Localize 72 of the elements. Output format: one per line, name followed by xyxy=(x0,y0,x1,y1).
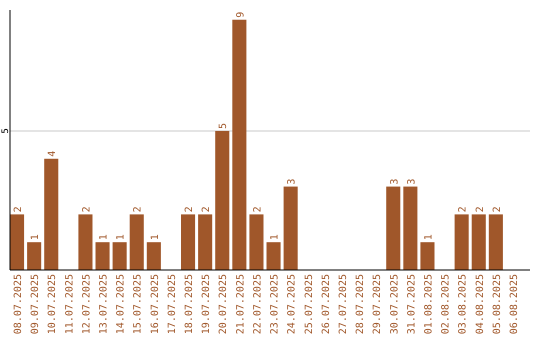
data-label: 9 xyxy=(235,12,246,18)
data-label: 2 xyxy=(132,206,144,212)
data-label: 1 xyxy=(30,234,42,240)
bar xyxy=(472,214,486,270)
data-label: 2 xyxy=(252,206,264,212)
data-label: 1 xyxy=(150,234,161,240)
x-tick-label: 20.07.2025 xyxy=(218,274,230,334)
x-tick-label: 15.07.2025 xyxy=(132,274,144,334)
data-label: 2 xyxy=(184,206,196,212)
bar xyxy=(198,214,212,270)
data-label: 1 xyxy=(423,234,434,240)
bar xyxy=(146,242,161,270)
x-tick-label: 28.07.2025 xyxy=(355,274,366,334)
data-label: 2 xyxy=(201,206,212,212)
x-tick-label: 01.08.2025 xyxy=(423,274,434,334)
x-tick-label: 30.07.2025 xyxy=(389,274,400,334)
x-tick-label: 13.07.2025 xyxy=(98,274,110,334)
x-tick-label: 24.07.2025 xyxy=(286,274,298,334)
x-tick-label: 11.07.2025 xyxy=(64,274,76,334)
data-label: 3 xyxy=(389,178,400,185)
bar xyxy=(112,242,127,270)
bar xyxy=(232,20,246,270)
bar xyxy=(130,214,144,270)
x-tick-label: 22.07.2025 xyxy=(252,274,264,334)
x-tick-label: 05.08.2025 xyxy=(492,274,503,334)
data-label: 4 xyxy=(47,150,58,157)
bar xyxy=(78,214,92,270)
x-tick-label: 09.07.2025 xyxy=(30,274,42,334)
x-tick-label: 08.07.2025 xyxy=(13,274,24,334)
x-tick-label: 31.07.2025 xyxy=(406,274,418,334)
data-label: 2 xyxy=(13,206,24,212)
x-tick-label: 14.07.2025 xyxy=(116,274,127,334)
data-label: 2 xyxy=(458,206,469,212)
bar xyxy=(27,242,42,270)
x-tick-label: 10.07.2025 xyxy=(47,274,58,334)
x-tick-label: 12.07.2025 xyxy=(81,274,92,334)
x-tick-label: 27.07.2025 xyxy=(338,274,349,334)
data-label: 1 xyxy=(98,234,110,240)
x-tick-label: 16.07.2025 xyxy=(150,274,161,334)
x-tick-label: 02.08.2025 xyxy=(440,274,452,334)
bar xyxy=(249,214,264,270)
x-tick-label: 21.07.2025 xyxy=(235,274,246,334)
bar xyxy=(386,186,400,270)
data-label: 2 xyxy=(474,206,486,212)
bar xyxy=(284,186,298,270)
x-tick-label: 19.07.2025 xyxy=(201,274,212,334)
x-tick-label: 23.07.2025 xyxy=(270,274,281,334)
data-label: 5 xyxy=(218,122,230,129)
x-tick-label: 18.07.2025 xyxy=(184,274,196,334)
bar xyxy=(420,242,434,270)
data-label: 1 xyxy=(270,234,281,240)
x-tick-label: 04.08.2025 xyxy=(474,274,486,334)
data-label: 1 xyxy=(116,234,127,240)
bar xyxy=(454,214,469,270)
x-tick-label: 26.07.2025 xyxy=(320,274,332,334)
x-tick-label: 17.07.2025 xyxy=(166,274,178,334)
bar xyxy=(266,242,281,270)
bar xyxy=(96,242,110,270)
x-tick-label: 06.08.2025 xyxy=(508,274,520,334)
data-label: 3 xyxy=(286,178,298,185)
data-label: 2 xyxy=(492,206,503,212)
data-label: 3 xyxy=(406,178,418,185)
bar xyxy=(181,214,196,270)
bar xyxy=(403,186,418,270)
bar xyxy=(488,214,503,270)
x-tick-label: 03.08.2025 xyxy=(458,274,469,334)
bar xyxy=(215,130,230,270)
x-tick-label: 29.07.2025 xyxy=(372,274,384,334)
bar xyxy=(44,158,58,270)
x-tick-label: 25.07.2025 xyxy=(304,274,315,334)
data-label: 2 xyxy=(81,206,92,212)
bar xyxy=(10,214,24,270)
